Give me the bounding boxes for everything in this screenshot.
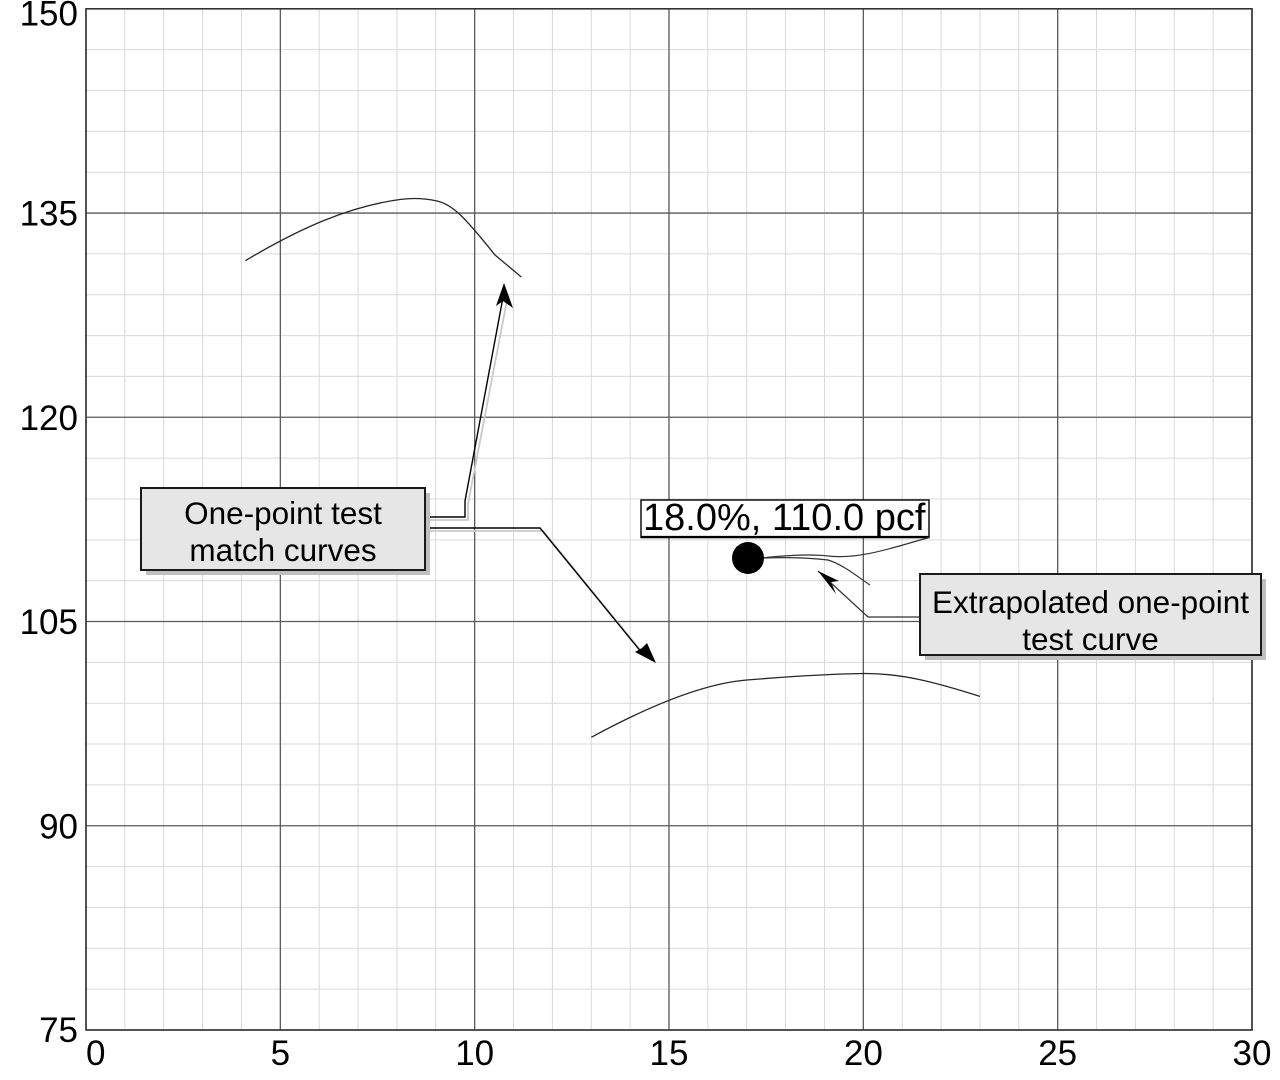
svg-text:10: 10 — [455, 1034, 494, 1073]
svg-text:test curve: test curve — [1022, 621, 1159, 657]
svg-text:18.0%, 110.0 pcf: 18.0%, 110.0 pcf — [643, 497, 926, 539]
svg-text:105: 105 — [20, 603, 78, 642]
svg-text:150: 150 — [20, 0, 78, 33]
svg-text:90: 90 — [39, 807, 78, 846]
svg-text:25: 25 — [1038, 1034, 1077, 1073]
svg-text:0: 0 — [86, 1034, 105, 1073]
svg-text:120: 120 — [20, 399, 78, 438]
svg-text:One-point test: One-point test — [184, 495, 382, 531]
svg-text:30: 30 — [1233, 1034, 1272, 1073]
svg-text:75: 75 — [39, 1011, 78, 1050]
svg-text:15: 15 — [650, 1034, 689, 1073]
svg-text:Extrapolated one-point: Extrapolated one-point — [932, 584, 1249, 620]
svg-text:135: 135 — [20, 195, 78, 234]
svg-text:match curves: match curves — [189, 532, 376, 568]
svg-text:20: 20 — [844, 1034, 883, 1073]
svg-text:5: 5 — [271, 1034, 290, 1073]
